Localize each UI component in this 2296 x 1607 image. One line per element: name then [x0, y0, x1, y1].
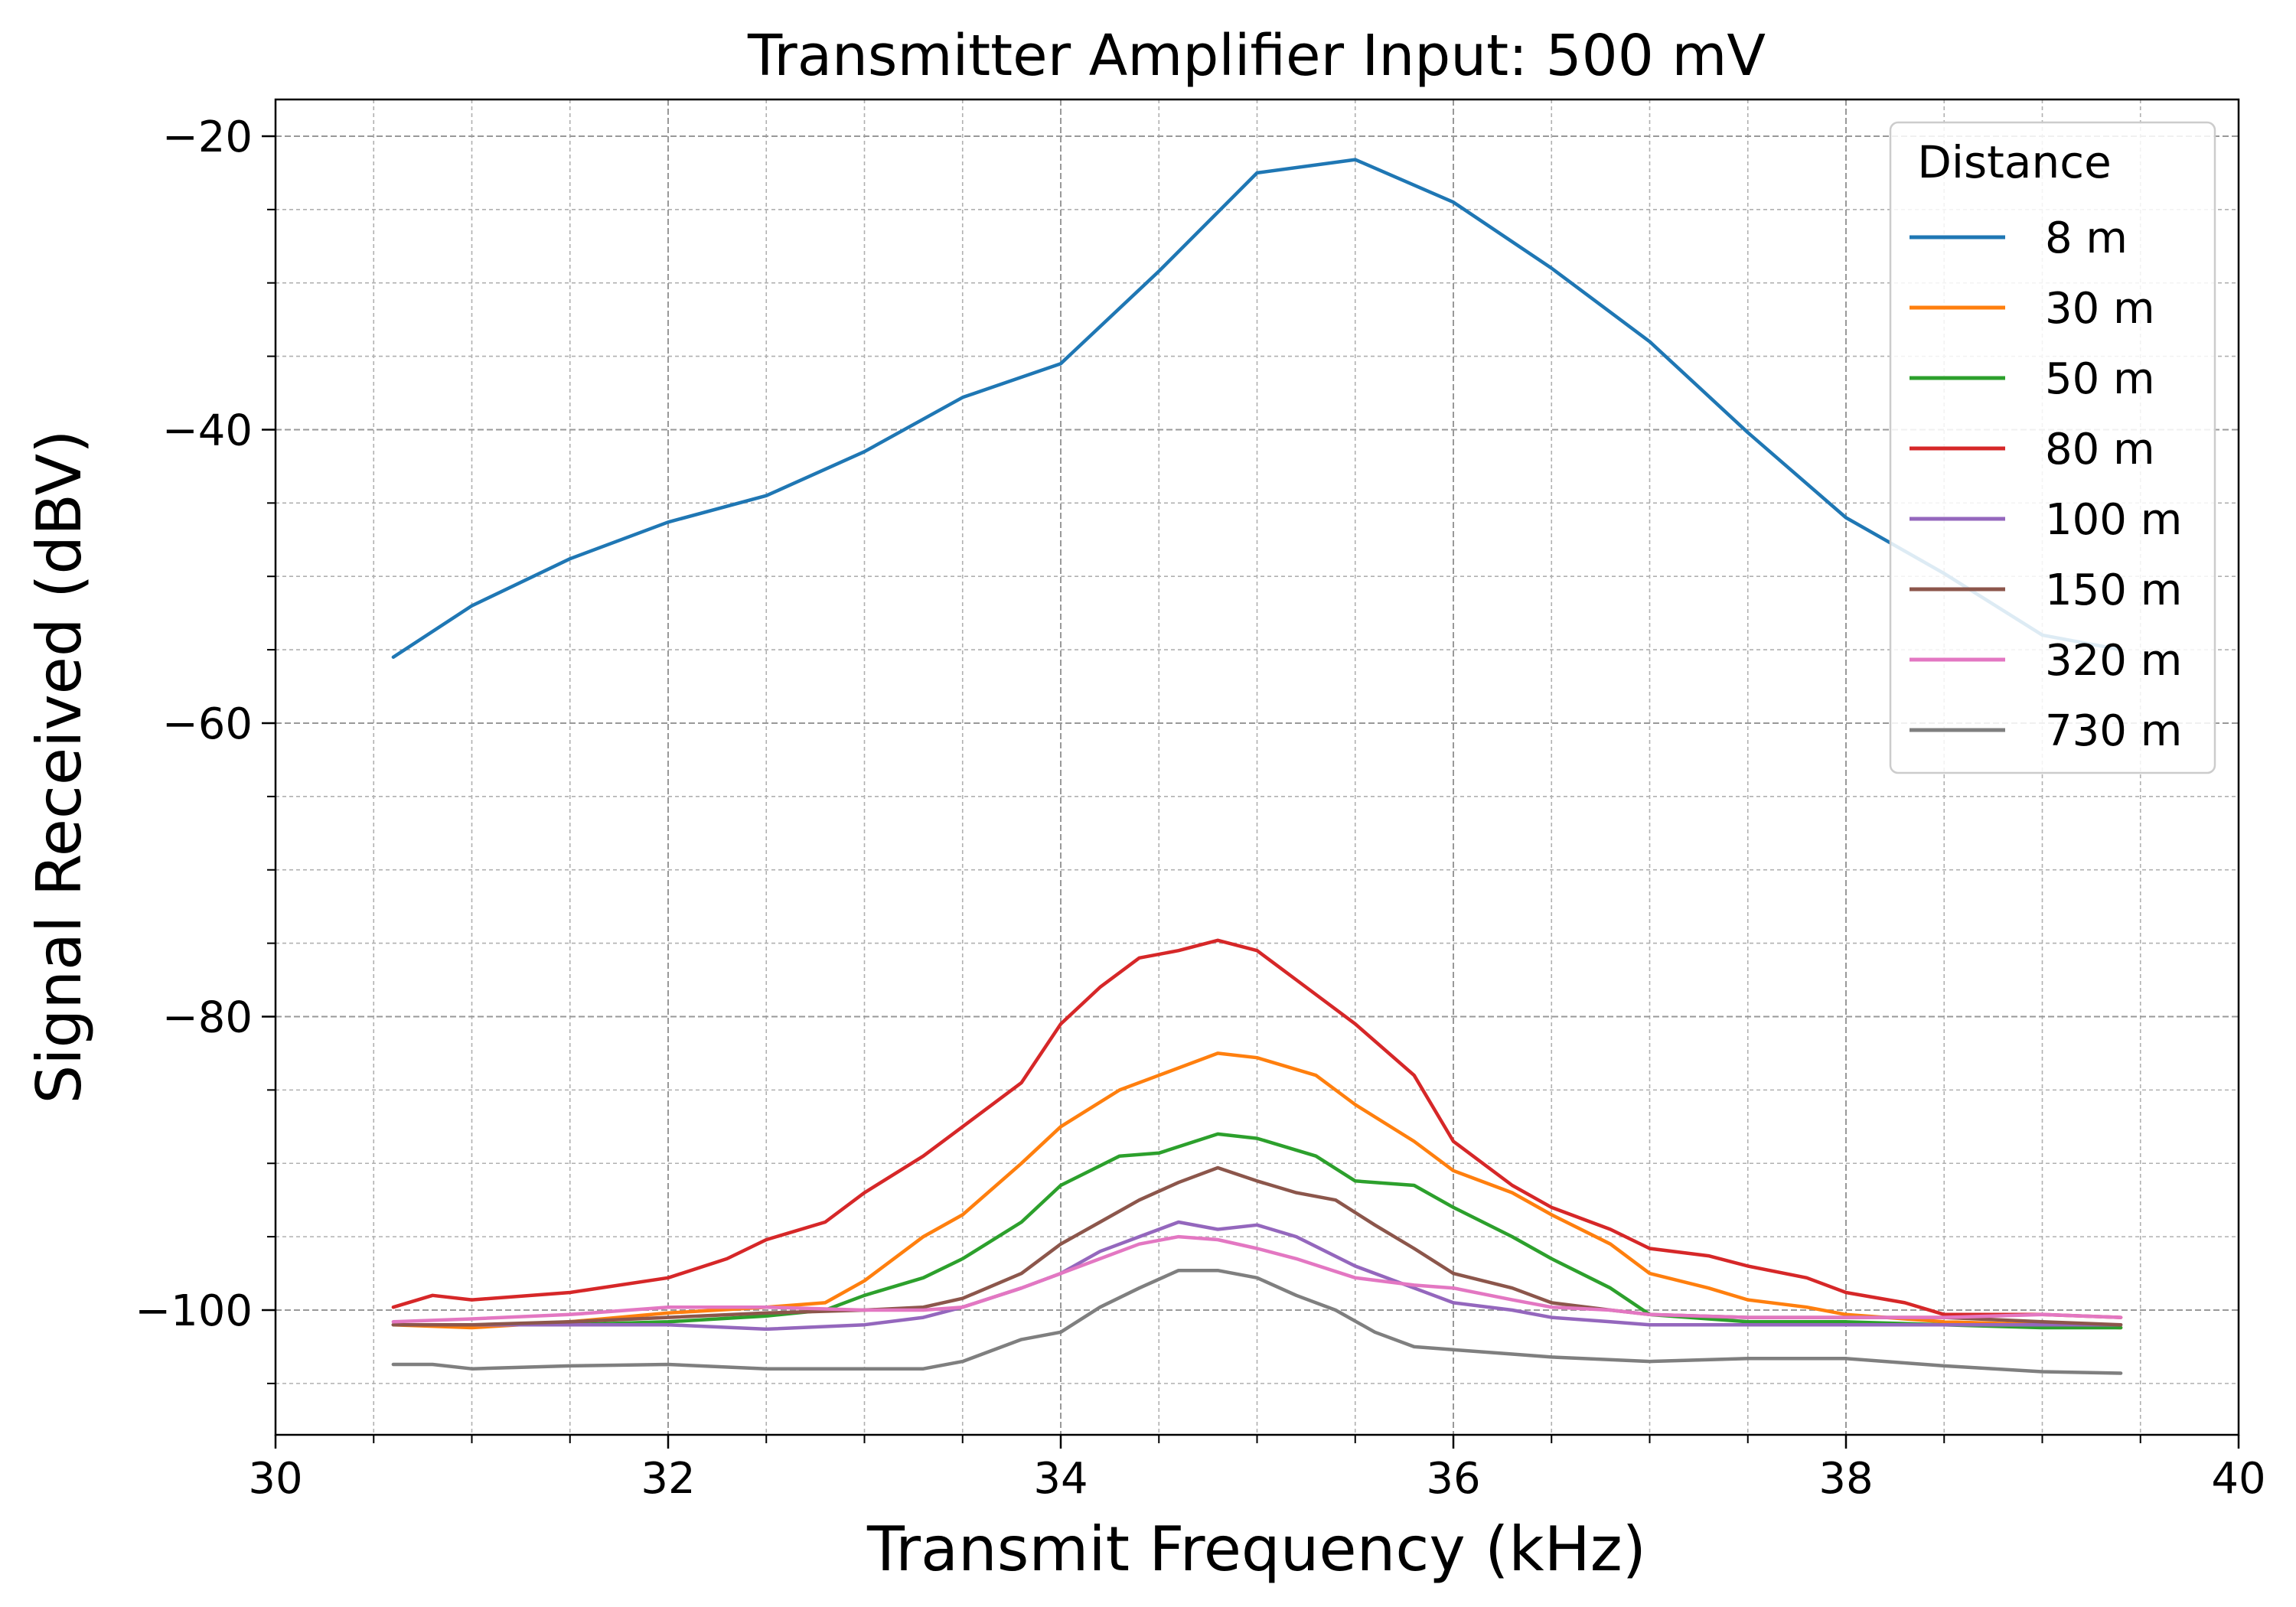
y-tick-label: −60 — [162, 699, 253, 749]
legend-label: 80 m — [2045, 425, 2155, 474]
series-line-320m — [391, 1234, 2123, 1324]
series-line-100m — [391, 1220, 2123, 1332]
y-tick-label: −40 — [162, 406, 253, 455]
axis-ticks: 30 32 34 36 38 40 −20 −40 −60 −80 −100 — [135, 112, 2265, 1504]
series-line-730m — [391, 1268, 2123, 1375]
legend-box — [1889, 121, 2216, 774]
x-tick-label: 32 — [641, 1454, 695, 1504]
chart-title: Transmitter Amplifier Input: 500 mV — [747, 23, 1766, 89]
y-tick-label: −100 — [135, 1286, 253, 1336]
y-axis-label: Signal Received (dBV) — [24, 430, 95, 1104]
y-tick-label: −80 — [162, 993, 253, 1042]
series-layer — [391, 158, 2123, 1375]
x-tick-label: 30 — [248, 1454, 302, 1504]
series-line-30m — [391, 1051, 2123, 1330]
legend-label: 100 m — [2045, 495, 2182, 545]
legend-label: 30 m — [2045, 284, 2155, 334]
y-tick-label: −20 — [162, 112, 253, 162]
x-tick-label: 40 — [2211, 1454, 2265, 1504]
x-axis-label: Transmit Frequency (kHz) — [866, 1514, 1646, 1585]
x-tick-label: 38 — [1818, 1454, 1873, 1504]
legend-label: 150 m — [2045, 566, 2182, 615]
series-line-80m — [391, 938, 2123, 1319]
legend-label: 50 m — [2045, 354, 2155, 404]
minor-grid — [276, 99, 2239, 1435]
series-line-8m — [391, 158, 2123, 659]
x-tick-label: 34 — [1033, 1454, 1088, 1504]
legend-label: 730 m — [2045, 706, 2182, 756]
legend-label: 8 m — [2045, 214, 2128, 263]
legend-label: 320 m — [2045, 636, 2182, 686]
legend-entries: 8 m 30 m 50 m 80 m 100 m 150 m 320 m 730 m — [1910, 214, 2182, 756]
x-tick-label: 36 — [1426, 1454, 1480, 1504]
legend: Distance 8 m 30 m 50 m 80 m 100 m 150 m 320 m 7… — [1889, 121, 2216, 774]
legend-title: Distance — [1917, 136, 2112, 188]
